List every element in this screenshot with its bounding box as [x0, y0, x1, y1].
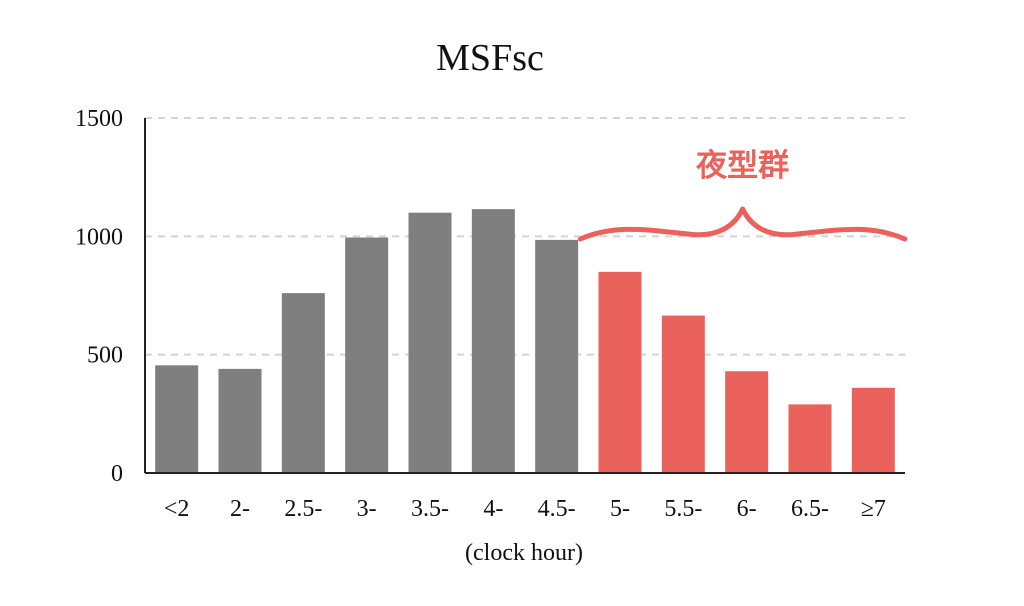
bar	[155, 365, 199, 473]
x-axis-label: (clock hour)	[465, 540, 583, 566]
bar	[408, 212, 452, 473]
bar	[535, 239, 579, 473]
x-tick-label: <2	[164, 496, 190, 522]
bar	[661, 315, 705, 473]
x-tick-label: 5.5-	[664, 496, 702, 522]
bar	[788, 404, 832, 473]
x-tick-label: 4.5-	[538, 496, 576, 522]
bar	[725, 371, 769, 473]
bar	[471, 209, 515, 473]
x-tick-label: 5-	[610, 496, 630, 522]
night-group-label: 夜型群	[695, 148, 789, 184]
bars	[155, 209, 895, 473]
y-tick-label: 500	[87, 343, 123, 369]
y-tick-label: 1500	[75, 106, 123, 132]
x-tick-label: 6-	[737, 496, 757, 522]
y-axis-tick-labels: 0 500 1000 1500	[75, 106, 123, 487]
x-tick-label: 6.5-	[791, 496, 829, 522]
x-tick-label: ≥7	[861, 496, 886, 522]
gridlines	[145, 117, 905, 356]
x-tick-label: 3-	[357, 496, 377, 522]
night-group-brace	[577, 206, 908, 242]
bar	[598, 271, 642, 473]
bar	[345, 237, 389, 473]
y-tick-label: 0	[111, 461, 123, 487]
x-axis-tick-labels: <2 2- 2.5- 3- 3.5- 4- 4.5- 5- 5.5- 6- 6.5- ≥7	[164, 496, 886, 522]
x-tick-label: 3.5-	[411, 496, 449, 522]
x-tick-label: 2.5-	[284, 496, 322, 522]
chart-title: MSFsc	[436, 37, 544, 79]
y-tick-label: 1000	[75, 224, 123, 250]
x-tick-label: 4-	[483, 496, 503, 522]
x-tick-label: 2-	[230, 496, 250, 522]
bar	[218, 368, 262, 473]
bar	[281, 293, 325, 473]
bar	[851, 387, 895, 473]
